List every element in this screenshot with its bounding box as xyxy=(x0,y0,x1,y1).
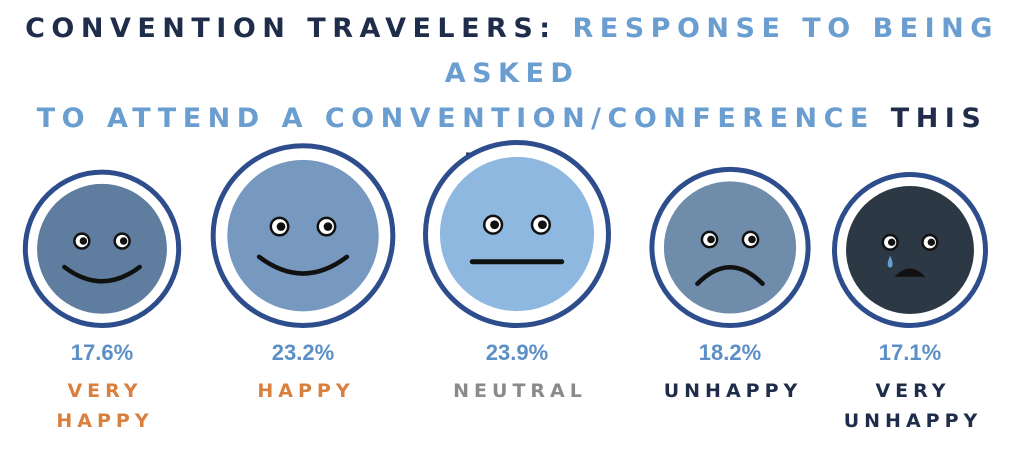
face-fill xyxy=(37,183,167,314)
category-label-line: UNHAPPY xyxy=(843,410,983,432)
very-unhappy-face-icon xyxy=(832,172,988,328)
pupil xyxy=(887,238,896,247)
pupil xyxy=(748,235,756,244)
title-part-3: TO ATTEND A CONVENTION/CONFERENCE xyxy=(36,103,875,134)
category-label-line: HAPPY xyxy=(56,410,154,432)
value-label-bg xyxy=(688,338,772,366)
pupil xyxy=(276,222,286,231)
face-fill xyxy=(663,181,797,314)
very-happy-face-icon xyxy=(22,169,182,328)
face-fill xyxy=(227,159,379,312)
value-label: 23.9% xyxy=(486,340,548,365)
pupil xyxy=(490,220,500,230)
face-fill xyxy=(846,186,974,314)
pupil xyxy=(707,235,715,244)
category-label: HAPPY xyxy=(216,376,396,406)
value-label-bg xyxy=(60,338,144,366)
face-fill xyxy=(439,156,595,312)
category-label-line: UNHAPPY xyxy=(663,380,803,402)
category-label-line: VERY xyxy=(67,380,143,402)
pupil xyxy=(79,237,88,245)
category-label-line: NEUTRAL xyxy=(453,380,587,402)
category-label-line: HAPPY xyxy=(257,380,355,402)
mouth xyxy=(256,254,350,276)
mouth xyxy=(695,264,765,287)
happy-face-icon xyxy=(210,143,396,329)
tear-icon xyxy=(887,255,893,268)
title-line-1: CONVENTION TRAVELERS: RESPONSE TO BEING … xyxy=(0,6,1024,96)
mouth xyxy=(62,264,142,284)
pupil xyxy=(119,237,128,245)
category-label-line: VERY xyxy=(875,380,951,402)
mouth xyxy=(894,268,926,277)
pupil xyxy=(323,222,333,231)
category-label: NEUTRAL xyxy=(430,376,610,406)
value-label-bg xyxy=(475,338,559,366)
value-label-bg xyxy=(868,338,952,366)
title-part-2: RESPONSE TO BEING ASKED xyxy=(444,13,999,89)
value-label-bg xyxy=(261,338,345,366)
unhappy-face-icon xyxy=(649,166,811,328)
pupil xyxy=(927,238,936,247)
chart-title: CONVENTION TRAVELERS: RESPONSE TO BEING … xyxy=(0,6,1024,186)
pupil xyxy=(537,220,547,230)
category-label: UNHAPPY xyxy=(643,376,823,406)
title-part-1: CONVENTION TRAVELERS: xyxy=(25,13,557,44)
category-label: VERY UNHAPPY xyxy=(823,376,1003,436)
neutral-face-icon xyxy=(423,140,611,328)
value-label: 17.1% xyxy=(879,340,941,365)
value-label: 23.2% xyxy=(272,340,334,365)
category-label: VERY HAPPY xyxy=(15,376,195,436)
value-label: 18.2% xyxy=(699,340,761,365)
value-label: 17.6% xyxy=(71,340,133,365)
